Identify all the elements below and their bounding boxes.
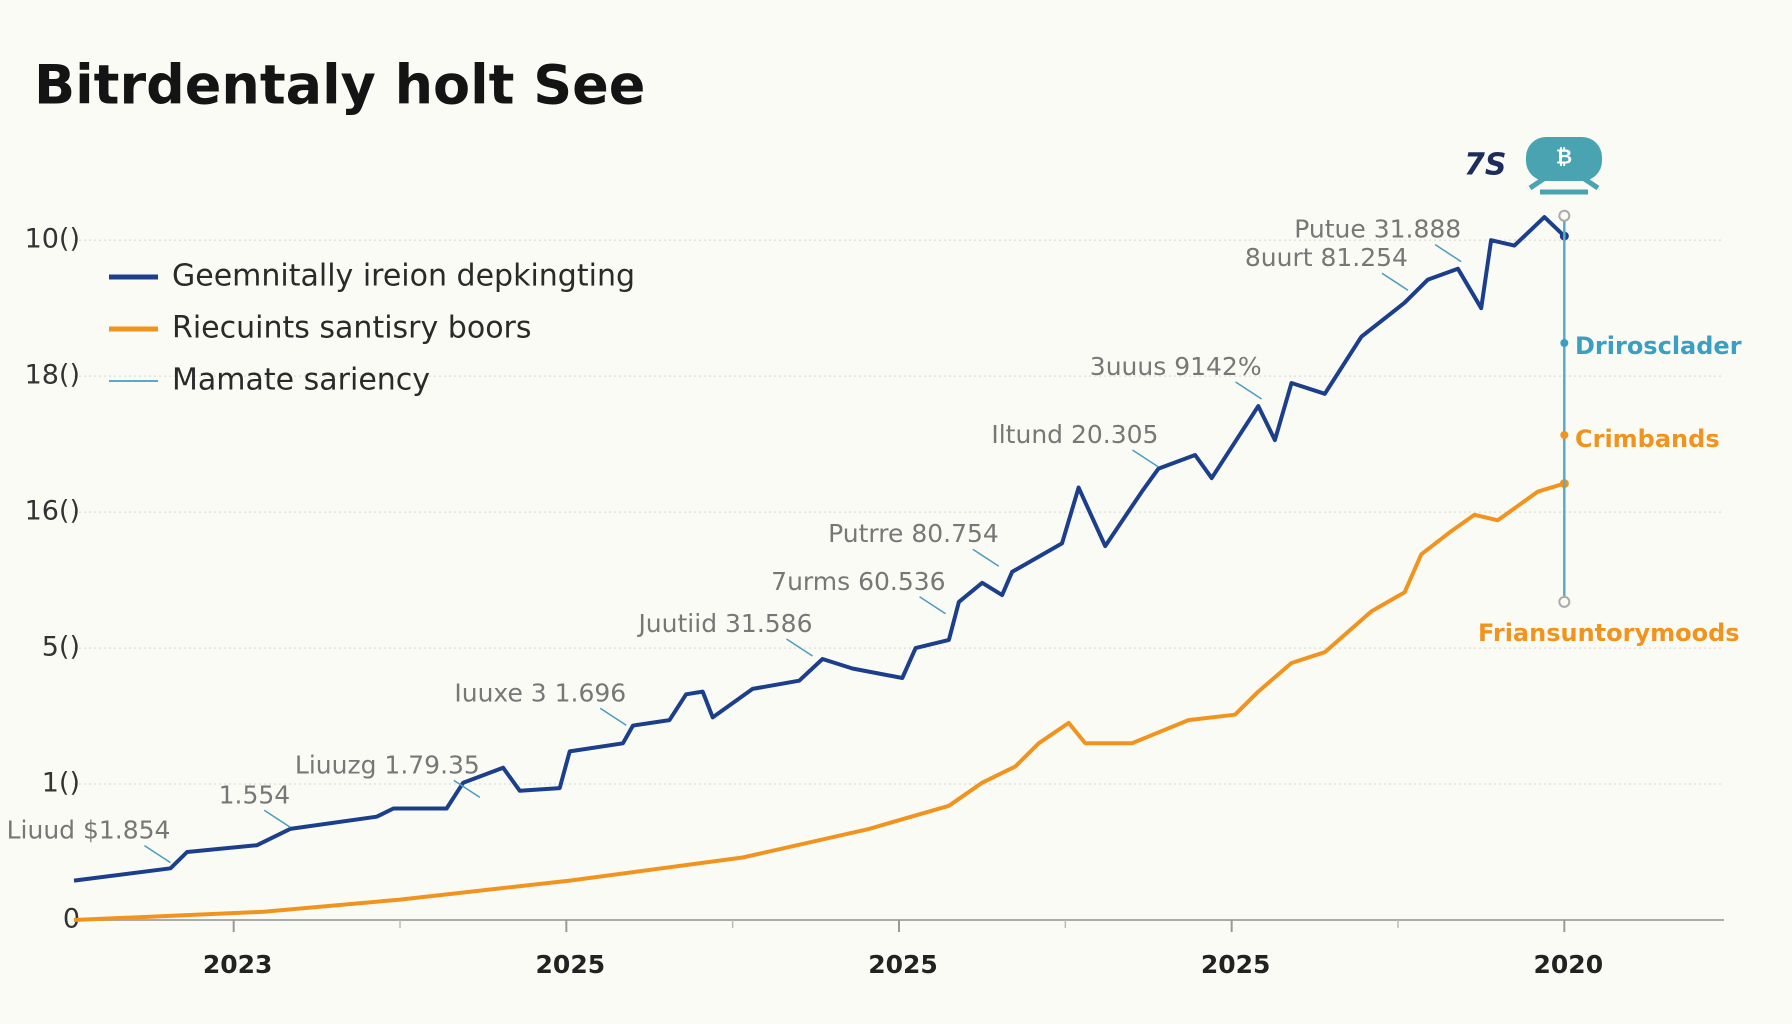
y-tick-label: 0 (63, 904, 80, 935)
annotation-arrow (1235, 381, 1263, 400)
x-tick-label: 2025 (868, 950, 938, 979)
end-label-dot (1560, 339, 1569, 347)
annotation: Putrre 80.754 (828, 519, 999, 548)
annotation: Putue 31.888 (1294, 215, 1461, 244)
annotation-arrow (1132, 449, 1159, 468)
bitcoin-icon: ₿ (1526, 137, 1602, 195)
end-marker (1558, 595, 1571, 608)
annotation: Liuud $1.854 (7, 816, 171, 845)
annotation-arrow (972, 548, 1000, 567)
annotation-arrow (144, 844, 171, 864)
y-tick-label: 5() (42, 632, 80, 663)
x-tick-label: 2025 (536, 950, 606, 979)
badge: 7S (1464, 148, 1506, 183)
end-label: Drirosclader (1575, 332, 1742, 360)
x-tick-label: 2023 (203, 950, 273, 979)
x-tick-label: 2020 (1534, 950, 1604, 979)
annotation: Liuuzg 1.79.35 (295, 750, 480, 779)
legend-label: Riecuints santisry boors (172, 311, 532, 346)
annotation-arrow (263, 809, 291, 828)
x-tick-label: 2025 (1201, 950, 1271, 979)
y-tick-label: 16() (25, 496, 80, 527)
end-label: Crimbands (1575, 425, 1720, 453)
legend-label: Mamate sariency (172, 363, 430, 398)
annotation: 1.554 (219, 780, 291, 809)
svg-text:₿: ₿ (1556, 145, 1572, 169)
end-label-dot (1560, 431, 1569, 439)
chart-title: Bitrdentaly holt See (34, 54, 645, 117)
series-line (73, 215, 1566, 883)
annotation: Iuuxe 3 1.696 (454, 678, 626, 707)
y-tick-label: 1() (42, 768, 80, 799)
end-label: Friansuntorymoods (1478, 619, 1740, 647)
annotation: 8uurt 81.254 (1245, 243, 1408, 272)
annotation: 7urms 60.536 (771, 567, 945, 596)
y-tick-label: 10() (25, 224, 80, 255)
annotation-arrow (599, 707, 627, 726)
series-line (73, 481, 1565, 922)
annotation: Iltund 20.305 (991, 420, 1158, 449)
annotation: Juutiid 31.586 (636, 609, 812, 638)
annotation-arrow (453, 779, 481, 798)
annotation-arrow (1381, 272, 1409, 291)
legend-label: Geemnitally ireion depkingting (172, 259, 635, 294)
annotation-arrow (786, 638, 813, 657)
end-marker (1558, 209, 1571, 222)
annotation: 3uuus 9142% (1090, 352, 1262, 381)
y-tick-label: 18() (25, 360, 80, 391)
annotation-arrow (1434, 244, 1462, 263)
annotation-arrow (919, 596, 946, 615)
